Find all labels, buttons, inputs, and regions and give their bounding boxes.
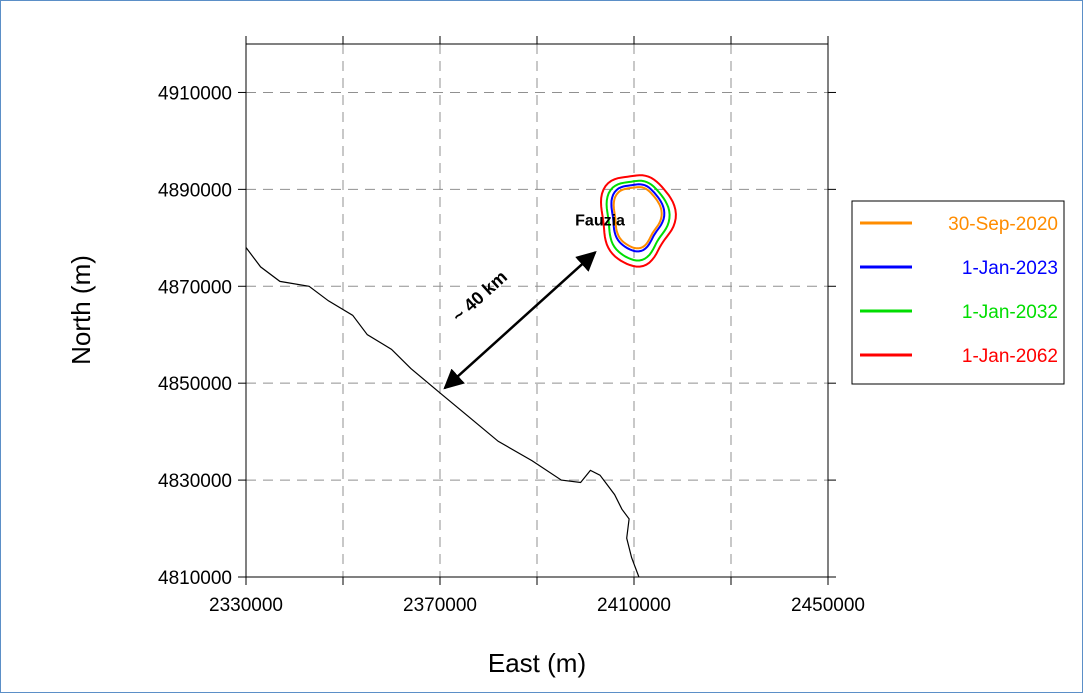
x-tick-label: 2410000 <box>597 595 671 616</box>
annotations: Fauzia ~ 40 km <box>443 213 625 390</box>
y-tick-label: 4870000 <box>158 277 232 298</box>
contour-line <box>610 183 666 253</box>
x-axis-label: East (m) <box>488 648 586 678</box>
site-label: Fauzia <box>575 213 625 230</box>
x-tick-label: 2330000 <box>209 595 283 616</box>
legend: 30-Sep-2020 1-Jan-2023 1-Jan-2032 1-Jan-206… <box>851 200 1065 385</box>
y-axis-label: North (m) <box>66 255 96 365</box>
distance-arrow <box>443 251 597 390</box>
legend-label: 1-Jan-2032 <box>962 302 1058 323</box>
plot-border <box>245 43 829 578</box>
legend-label: 1-Jan-2062 <box>962 346 1058 367</box>
x-tick-label: 2450000 <box>791 595 865 616</box>
contour-line <box>612 186 663 250</box>
grid <box>246 44 828 578</box>
legend-label: 30-Sep-2020 <box>948 214 1058 235</box>
axis-ticks: 2330000 2370000 2410000 2450000 4810000 48300… <box>158 36 865 616</box>
x-tick-label: 2370000 <box>403 595 477 616</box>
y-tick-label: 4810000 <box>158 568 232 589</box>
contour-line <box>605 179 671 262</box>
distance-label: ~ 40 km <box>448 267 511 326</box>
y-tick-label: 4890000 <box>158 180 232 201</box>
y-tick-label: 4830000 <box>158 471 232 492</box>
coastline <box>246 247 640 577</box>
y-tick-label: 4850000 <box>158 374 232 395</box>
data-layer <box>246 174 677 577</box>
contour-line <box>599 174 677 268</box>
y-tick-label: 4910000 <box>158 83 232 104</box>
legend-label: 1-Jan-2023 <box>962 258 1058 279</box>
